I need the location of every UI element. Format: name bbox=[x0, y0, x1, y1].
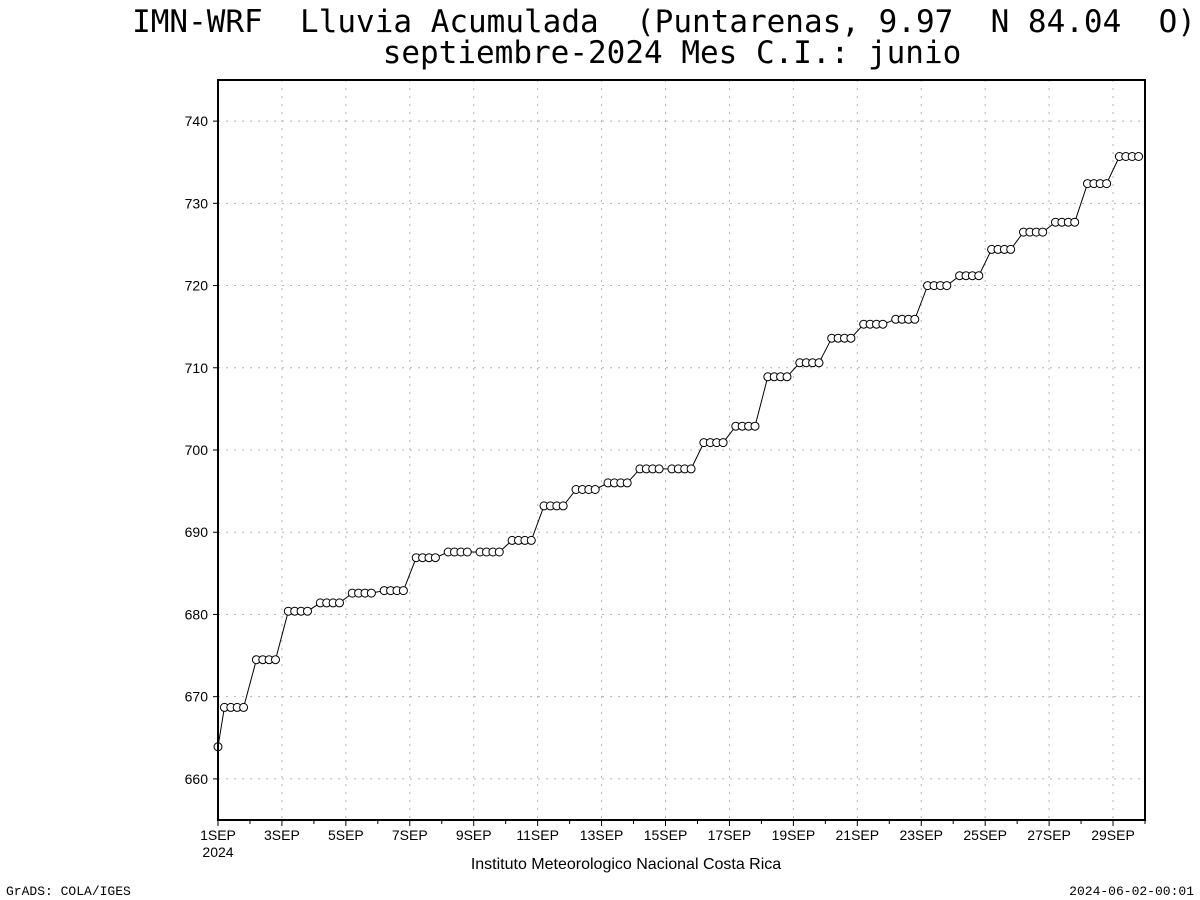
data-point bbox=[366, 588, 376, 598]
data-point bbox=[846, 333, 856, 343]
chart-subtitle: septiembre-2024 Mes C.I.: junio bbox=[383, 35, 962, 71]
x-tick-label: 21SEP bbox=[836, 827, 880, 843]
data-point bbox=[462, 547, 472, 557]
x-tick-label: 13SEP bbox=[580, 827, 624, 843]
data-point bbox=[303, 606, 312, 616]
x-axis-ticks: 1SEP 3SEP 5SEP 7SEP 9SEP 11SEP 13SEP 15SEP 17SEP… bbox=[200, 820, 1146, 843]
grid-lines bbox=[218, 80, 1145, 820]
data-point bbox=[1070, 217, 1080, 227]
x-tick-label: 3SEP bbox=[264, 827, 300, 843]
data-point bbox=[718, 438, 728, 448]
x-tick-label: 23SEP bbox=[899, 827, 943, 843]
data-point bbox=[878, 319, 888, 329]
x-tick-label: 25SEP bbox=[963, 827, 1007, 843]
data-point bbox=[942, 281, 952, 291]
data-point bbox=[335, 598, 344, 608]
data-point bbox=[430, 553, 440, 563]
data-point bbox=[654, 464, 664, 474]
data-point bbox=[750, 421, 760, 431]
x-tick-label: 27SEP bbox=[1027, 827, 1071, 843]
y-tick-label: 670 bbox=[185, 689, 209, 705]
x-tick-label: 9SEP bbox=[456, 827, 492, 843]
data-point bbox=[686, 464, 696, 474]
data-point bbox=[622, 478, 632, 488]
y-tick-label: 740 bbox=[185, 113, 209, 129]
data-point bbox=[494, 547, 504, 557]
x-tick-label: 1SEP bbox=[200, 827, 236, 843]
series-line bbox=[217, 156, 1139, 747]
x-tick-label: 5SEP bbox=[328, 827, 364, 843]
institution-label: Instituto Meteorologico Nacional Costa R… bbox=[471, 856, 781, 873]
chart-title: IMN-WRF Lluvia Acumulada (Puntarenas, 9.… bbox=[132, 4, 1196, 40]
x-tick-label: 15SEP bbox=[644, 827, 688, 843]
data-point bbox=[398, 586, 408, 596]
data-point bbox=[1038, 227, 1048, 237]
data-point bbox=[558, 501, 568, 511]
grads-credit-label: GrADS: COLA/IGES bbox=[6, 884, 131, 899]
data-point bbox=[239, 702, 249, 712]
data-point bbox=[271, 655, 280, 665]
x-tick-label: 19SEP bbox=[772, 827, 816, 843]
data-point bbox=[814, 358, 824, 368]
y-tick-label: 690 bbox=[185, 524, 209, 540]
y-tick-label: 660 bbox=[185, 771, 209, 787]
data-point bbox=[1102, 179, 1112, 189]
data-point bbox=[526, 535, 536, 545]
data-point bbox=[1134, 152, 1144, 161]
data-point bbox=[590, 485, 600, 494]
x-tick-label: 7SEP bbox=[392, 827, 428, 843]
x-axis-year-label: 2024 bbox=[202, 844, 233, 860]
series-points bbox=[213, 152, 1144, 752]
x-tick-label: 29SEP bbox=[1091, 827, 1135, 843]
y-tick-label: 720 bbox=[185, 278, 209, 294]
x-tick-label: 11SEP bbox=[516, 827, 559, 843]
x-tick-label: 17SEP bbox=[708, 827, 752, 843]
plot-frame bbox=[217, 79, 1146, 821]
data-point bbox=[782, 372, 792, 382]
data-point bbox=[1006, 244, 1016, 254]
y-axis-ticks: 660 670 680 690 700 710 720 730 740 bbox=[185, 113, 218, 787]
y-tick-label: 730 bbox=[185, 195, 209, 211]
data-point bbox=[910, 314, 920, 324]
data-point bbox=[974, 271, 984, 281]
run-timestamp-label: 2024-06-02-00:01 bbox=[1069, 884, 1194, 899]
y-tick-label: 710 bbox=[185, 360, 209, 376]
y-tick-label: 700 bbox=[185, 442, 209, 458]
y-tick-label: 680 bbox=[185, 606, 209, 622]
